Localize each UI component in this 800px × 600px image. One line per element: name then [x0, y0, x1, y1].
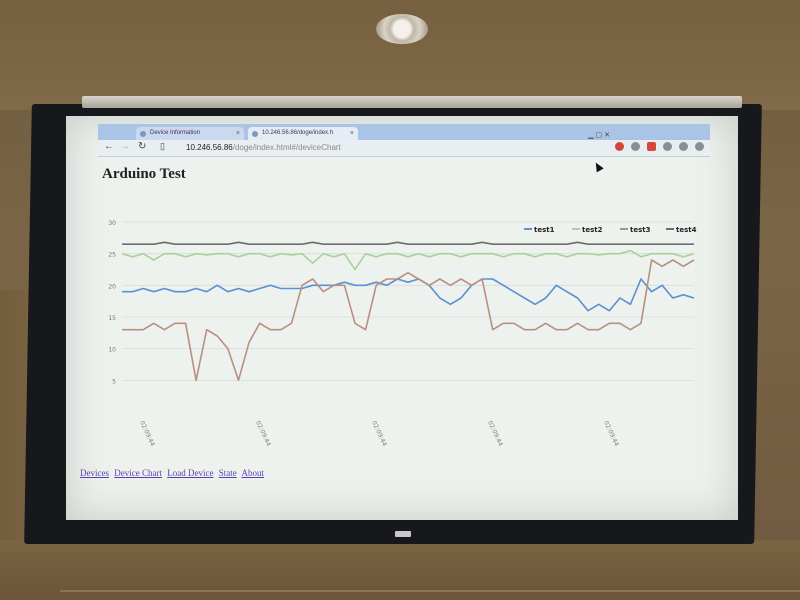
x-tick-label: 02:09:44: [138, 420, 156, 448]
y-tick-label: 5: [112, 378, 116, 385]
reload-icon[interactable]: ↻: [138, 141, 147, 152]
address-host: 10.246.56.86: [186, 143, 233, 152]
mouse-cursor-icon: [592, 160, 604, 173]
series-line-test3: [122, 259, 695, 382]
nav-link-devices[interactable]: Devices: [80, 468, 109, 478]
projected-browser-window: Device Information × 10.246.56.86/doge/i…: [66, 116, 738, 520]
series-line-test2: [121, 249, 695, 271]
legend-label-test1: test1: [534, 226, 555, 234]
page-navigation: Devices Device Chart Load Device State A…: [80, 468, 267, 478]
series-line-test1: [122, 278, 695, 312]
close-icon[interactable]: ×: [235, 130, 240, 137]
adblock-icon[interactable]: [647, 142, 656, 151]
y-tick-label: 20: [108, 283, 116, 290]
address-path: /doge/index.html#/deviceChart: [232, 143, 341, 152]
star-icon[interactable]: [631, 142, 640, 151]
legend-label-test4: test4: [676, 226, 697, 234]
tab-bar: Device Information × 10.246.56.86/doge/i…: [98, 124, 710, 140]
ceiling-light: [376, 14, 428, 44]
page-icon: [252, 131, 258, 137]
screen-logo: [395, 531, 411, 537]
window-controls[interactable]: ▁ ▢ ✕: [588, 132, 610, 139]
legend-label-test2: test2: [582, 226, 603, 234]
nav-link-state[interactable]: State: [218, 468, 237, 478]
page-title: Arduino Test: [102, 166, 186, 182]
chart-legend: test1 test2 test3 test4: [524, 226, 697, 234]
x-tick-label: 02:09:44: [254, 420, 272, 448]
browser-toolbar: ← → ↻ ▯ 10.246.56.86/doge/index.html#/de…: [98, 140, 710, 157]
series-line-test4: [122, 241, 694, 246]
x-axis-ticks: 02:09:44 02:09:44 02:09:44 02:09:44 02:09:44: [138, 420, 620, 448]
page-icon: [140, 131, 146, 137]
back-icon[interactable]: ←: [104, 141, 114, 152]
tab-device-chart[interactable]: 10.246.56.86/doge/index.h ×: [248, 127, 358, 140]
wall-trim: [60, 590, 800, 592]
legend-label-test3: test3: [630, 226, 651, 234]
y-tick-label: 25: [108, 252, 116, 259]
projector-screen-housing: [82, 96, 742, 108]
menu-icon[interactable]: [695, 142, 704, 151]
x-tick-label: 02:09:44: [486, 420, 504, 448]
chart-gridlines: [122, 221, 694, 381]
cast-icon[interactable]: [679, 142, 688, 151]
extension-icon[interactable]: [663, 142, 672, 151]
address-bar[interactable]: 10.246.56.86/doge/index.html#/deviceChar…: [186, 143, 341, 152]
nav-link-about[interactable]: About: [241, 468, 264, 478]
chart-series-lines: [121, 241, 695, 382]
forward-icon[interactable]: →: [120, 141, 130, 152]
nav-link-device-chart[interactable]: Device Chart: [114, 468, 162, 478]
tab-device-information[interactable]: Device Information ×: [136, 127, 244, 140]
y-tick-label: 30: [108, 220, 116, 227]
y-axis-ticks: 30 25 20 15 10 5: [108, 220, 116, 385]
extension-icons: [615, 142, 704, 151]
x-tick-label: 02:09:44: [370, 420, 388, 448]
extension-icon[interactable]: [615, 142, 624, 151]
page-info-icon[interactable]: ▯: [160, 141, 165, 151]
nav-link-load-device[interactable]: Load Device: [167, 468, 214, 478]
x-tick-label: 02:09:44: [602, 420, 620, 448]
y-tick-label: 15: [108, 315, 116, 322]
tab-label: 10.246.56.86/doge/index.h: [262, 130, 334, 136]
close-icon[interactable]: ×: [349, 130, 354, 137]
y-tick-label: 10: [108, 347, 116, 354]
tab-label: Device Information: [150, 130, 201, 136]
